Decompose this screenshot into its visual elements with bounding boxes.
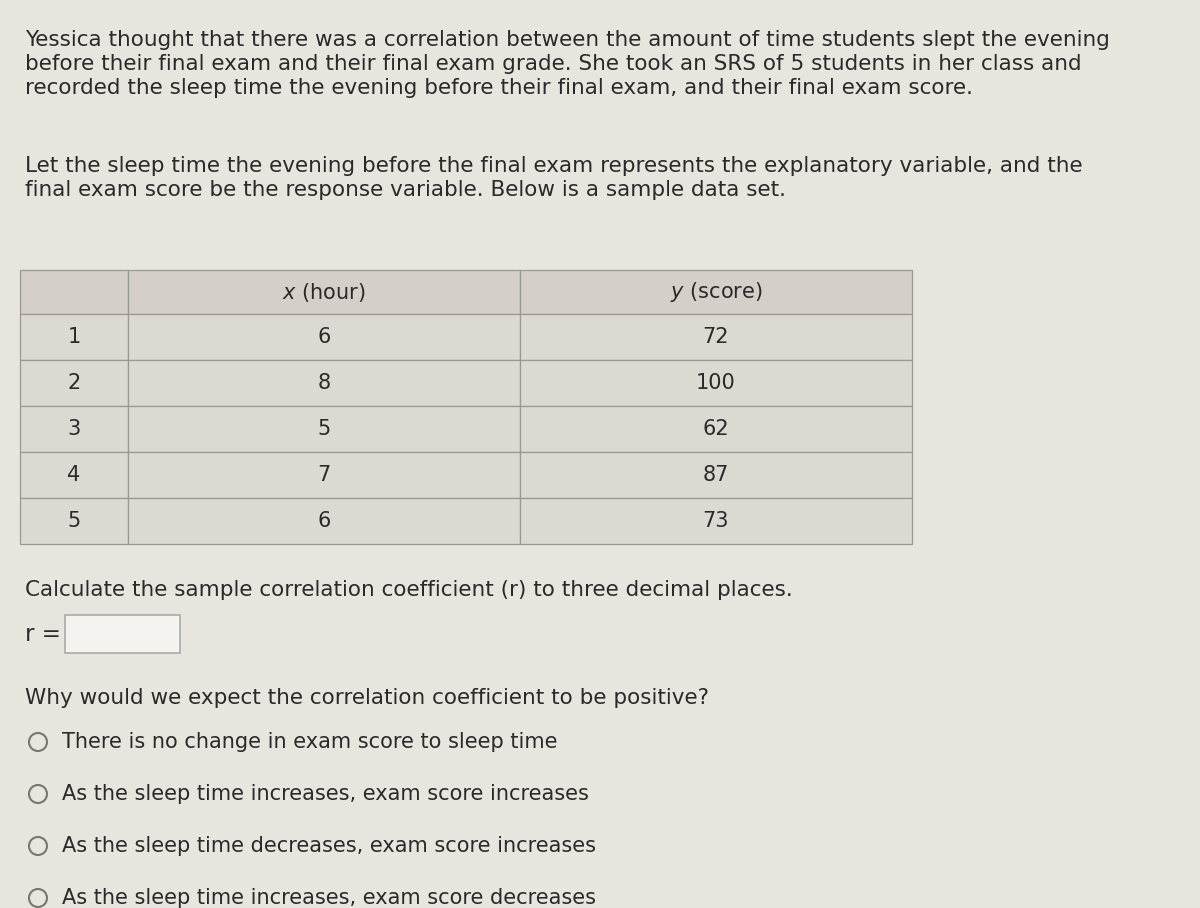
Text: 1: 1: [67, 327, 80, 347]
Text: 73: 73: [703, 511, 730, 531]
Bar: [65, 615, 180, 653]
Bar: [128, 314, 520, 360]
Text: 3: 3: [67, 419, 80, 439]
Bar: [20, 498, 128, 544]
Bar: [128, 270, 520, 314]
Text: 5: 5: [67, 511, 80, 531]
Text: final exam score be the response variable. Below is a sample data set.: final exam score be the response variabl…: [25, 180, 786, 200]
Bar: [520, 498, 912, 544]
Text: 7: 7: [317, 465, 331, 485]
Text: There is no change in exam score to sleep time: There is no change in exam score to slee…: [62, 732, 558, 752]
Bar: [128, 498, 520, 544]
Text: r =: r =: [25, 623, 61, 646]
Bar: [128, 360, 520, 406]
Text: Why would we expect the correlation coefficient to be positive?: Why would we expect the correlation coef…: [25, 688, 709, 708]
Bar: [520, 406, 912, 452]
Text: 87: 87: [703, 465, 730, 485]
Text: As the sleep time increases, exam score decreases: As the sleep time increases, exam score …: [62, 888, 596, 908]
Bar: [20, 452, 128, 498]
Text: As the sleep time decreases, exam score increases: As the sleep time decreases, exam score …: [62, 836, 596, 856]
Bar: [20, 406, 128, 452]
Text: 5: 5: [317, 419, 331, 439]
Text: 6: 6: [317, 511, 331, 531]
Text: Yessica thought that there was a correlation between the amount of time students: Yessica thought that there was a correla…: [25, 30, 1110, 50]
Bar: [520, 270, 912, 314]
Text: 6: 6: [317, 327, 331, 347]
Text: $y$ (score): $y$ (score): [670, 280, 762, 304]
Bar: [20, 360, 128, 406]
Bar: [520, 452, 912, 498]
Text: Let the sleep time the evening before the final exam represents the explanatory : Let the sleep time the evening before th…: [25, 156, 1082, 176]
Text: 2: 2: [67, 373, 80, 393]
Bar: [520, 360, 912, 406]
Text: 4: 4: [67, 465, 80, 485]
Text: As the sleep time increases, exam score increases: As the sleep time increases, exam score …: [62, 784, 589, 804]
Text: recorded the sleep time the evening before their final exam, and their final exa: recorded the sleep time the evening befo…: [25, 78, 973, 98]
Bar: [520, 314, 912, 360]
Bar: [128, 452, 520, 498]
Bar: [20, 270, 128, 314]
Bar: [20, 314, 128, 360]
Text: 8: 8: [318, 373, 330, 393]
Text: Calculate the sample correlation coefficient (r) to three decimal places.: Calculate the sample correlation coeffic…: [25, 580, 793, 600]
Bar: [128, 406, 520, 452]
Text: before their final exam and their final exam grade. She took an SRS of 5 student: before their final exam and their final …: [25, 54, 1081, 74]
Text: 62: 62: [703, 419, 730, 439]
Text: $x$ (hour): $x$ (hour): [282, 281, 366, 303]
Text: 72: 72: [703, 327, 730, 347]
Text: 100: 100: [696, 373, 736, 393]
